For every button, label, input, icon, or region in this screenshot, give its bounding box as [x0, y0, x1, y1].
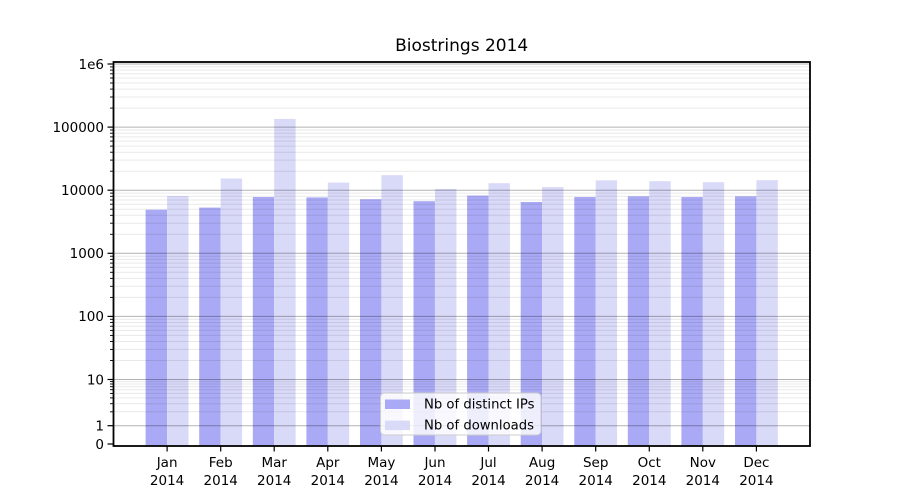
ticks-layer: 1e61000001000010001001010Jan2014Feb2014M…	[52, 57, 773, 489]
y-tick-label-1000: 1000	[70, 246, 104, 262]
bar-distinct-ips-oct	[627, 196, 650, 446]
x-tick-label-month-may: May	[367, 455, 395, 471]
bar-downloads-may	[381, 175, 403, 446]
legend-swatch-downloads	[385, 420, 410, 431]
bars-layer	[145, 118, 778, 446]
x-tick-label-year-may: 2014	[364, 473, 398, 489]
y-tick-label-0: 0	[95, 437, 104, 453]
bar-downloads-jul	[488, 183, 510, 446]
bar-downloads-dec	[756, 180, 778, 446]
bar-distinct-ips-sep	[574, 197, 596, 446]
x-tick-label-year-mar: 2014	[257, 473, 291, 489]
plot-frame	[112, 61, 811, 447]
x-tick-label-month-jul: Jul	[479, 455, 496, 471]
bar-downloads-aug	[542, 187, 564, 446]
bar-downloads-apr	[327, 182, 350, 446]
bar-distinct-ips-may	[360, 199, 382, 446]
x-tick-label-year-jul: 2014	[471, 473, 505, 489]
x-tick-label-month-jan: Jan	[156, 455, 178, 471]
bar-distinct-ips-feb	[199, 207, 221, 446]
x-tick-label-year-sep: 2014	[579, 473, 613, 489]
x-tick-label-month-jun: Jun	[423, 455, 445, 471]
x-tick-label-year-aug: 2014	[525, 473, 559, 489]
x-tick-label-year-oct: 2014	[632, 473, 666, 489]
x-tick-label-month-feb: Feb	[209, 455, 233, 471]
x-tick-label-year-apr: 2014	[311, 473, 345, 489]
y-tick-label-1: 1	[95, 419, 104, 435]
chart-title: Biostrings 2014	[395, 36, 528, 56]
bar-downloads-mar	[274, 118, 296, 446]
x-tick-label-month-nov: Nov	[690, 455, 716, 471]
bar-distinct-ips-apr	[306, 197, 328, 446]
bar-distinct-ips-nov	[681, 197, 703, 446]
bar-distinct-ips-jan	[145, 209, 167, 446]
x-tick-label-year-jun: 2014	[418, 473, 452, 489]
legend-label-distinct-ips: Nb of distinct IPs	[424, 398, 535, 413]
y-tick-label-100: 100	[78, 309, 104, 325]
x-tick-label-year-jan: 2014	[150, 473, 184, 489]
x-tick-label-month-sep: Sep	[583, 455, 608, 471]
bar-downloads-feb	[220, 178, 243, 446]
x-tick-label-year-dec: 2014	[739, 473, 773, 489]
x-tick-label-month-aug: Aug	[529, 455, 555, 471]
bar-downloads-oct	[649, 181, 671, 446]
bar-downloads-nov	[702, 182, 725, 446]
bar-distinct-ips-jun	[413, 201, 435, 446]
grid-layer	[113, 63, 810, 427]
x-tick-label-year-nov: 2014	[686, 473, 720, 489]
x-tick-label-month-dec: Dec	[743, 455, 769, 471]
bar-distinct-ips-dec	[735, 196, 757, 446]
x-tick-label-year-feb: 2014	[204, 473, 238, 489]
legend-swatch-distinct-ips	[385, 399, 410, 409]
x-tick-label-month-apr: Apr	[316, 455, 340, 471]
bar-downloads-jan	[167, 196, 189, 446]
legend: Nb of distinct IPs Nb of downloads	[380, 392, 542, 436]
legend-box	[380, 392, 542, 436]
bar-distinct-ips-jul	[467, 195, 489, 446]
bar-distinct-ips-mar	[252, 197, 275, 446]
legend-label-downloads: Nb of downloads	[424, 419, 534, 434]
y-tick-label-10000: 10000	[61, 183, 104, 199]
x-tick-label-month-oct: Oct	[638, 455, 661, 471]
y-tick-label-1e6: 1e6	[79, 57, 104, 73]
y-tick-label-10: 10	[87, 372, 104, 388]
x-tick-label-month-mar: Mar	[261, 455, 287, 471]
bar-downloads-sep	[595, 180, 618, 446]
y-tick-label-100000: 100000	[52, 120, 104, 136]
bar-distinct-ips-aug	[520, 202, 543, 446]
bar-downloads-jun	[435, 188, 457, 446]
